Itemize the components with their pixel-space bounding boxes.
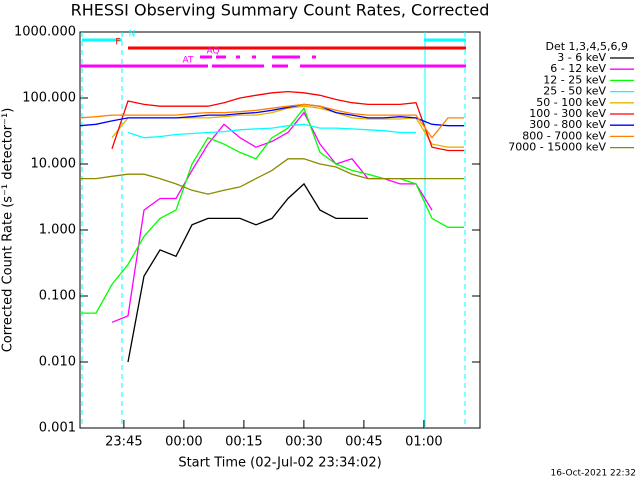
y-tick-label: 10.000 <box>31 157 77 172</box>
series-line <box>127 123 416 139</box>
legend-label: 7000 - 15000 keV <box>508 141 606 154</box>
legend-label: 25 - 50 keV <box>543 85 606 98</box>
y-axis-label: Corrected Count Rate (s⁻¹ detector⁻¹) <box>1 108 16 353</box>
series-line <box>127 182 368 363</box>
series-line <box>79 103 464 139</box>
series-line <box>111 105 464 148</box>
y-tick-label: 0.010 <box>39 355 76 370</box>
legend-label: 3 - 6 keV <box>557 51 606 64</box>
x-tick-label: 01:00 <box>405 435 442 450</box>
x-tick-label: 00:00 <box>165 435 202 450</box>
legend-label: 100 - 300 keV <box>529 107 606 120</box>
flag-label: N <box>129 30 136 40</box>
series-line <box>80 158 464 195</box>
legend-label: 6 - 12 keV <box>550 62 606 75</box>
legend-label: 50 - 100 keV <box>536 96 606 109</box>
x-tick-label: 00:15 <box>225 435 262 450</box>
x-tick-label: 00:30 <box>285 435 322 450</box>
y-tick-label: 0.100 <box>39 289 76 304</box>
flag-label: AT <box>183 56 194 66</box>
series-line <box>80 106 464 314</box>
x-tick-label: 00:45 <box>345 435 382 450</box>
legend-label: 800 - 7000 keV <box>522 129 606 142</box>
footer: 16-Oct-2021 22:32 <box>551 469 636 479</box>
series-line <box>111 90 464 152</box>
legend-title: Det 1,3,4,5,6,9 <box>545 40 628 53</box>
y-tick-label: 1.000 <box>39 223 76 238</box>
x-tick-label: 23:45 <box>105 435 142 450</box>
series-line <box>79 103 464 127</box>
legend-label: 300 - 800 keV <box>529 118 606 131</box>
y-tick-label: 100.000 <box>22 91 76 106</box>
x-axis-label: Start Time (02-Jul-02 23:34:02) <box>178 456 381 471</box>
plot-frame <box>79 31 481 429</box>
chart-title: RHESSI Observing Summary Count Rates, Co… <box>71 1 490 20</box>
flag-label: F <box>115 38 120 48</box>
y-tick-label: 0.001 <box>39 421 76 436</box>
legend-label: 12 - 25 keV <box>543 73 606 86</box>
flag-label: AQ <box>206 47 219 57</box>
y-tick-label: 1000.000 <box>14 25 76 40</box>
